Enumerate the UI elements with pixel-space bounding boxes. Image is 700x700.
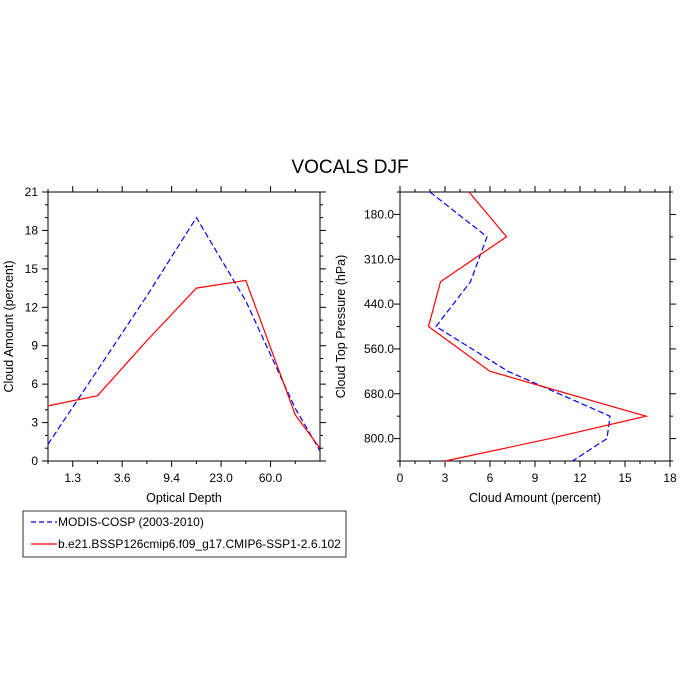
y-tick-label: 680.0 [364,387,394,401]
series-line-model [427,191,649,462]
y-tick-label: 18 [25,223,39,237]
legend-label-modis: MODIS-COSP (2003-2010) [58,515,204,529]
x-axis-label: Cloud Amount (percent) [469,491,601,505]
series-line-modis [429,191,611,462]
y-tick-label: 180.0 [364,207,394,221]
y-tick-label: 310.0 [364,252,394,266]
y-tick-label: 15 [25,262,39,276]
x-tick-label: 60.0 [259,471,283,485]
legend: MODIS-COSP (2003-2010) b.e21.BSSP126cmip… [22,510,347,558]
x-tick-label: 18 [663,471,677,485]
plot-frame [47,191,321,462]
y-tick-label: 0 [31,454,38,468]
y-tick-label: 12 [25,300,39,314]
y-tick-label: 800.0 [364,432,394,446]
x-tick-label: 15 [618,471,632,485]
x-tick-label: 6 [487,471,494,485]
y-tick-label: 9 [31,339,38,353]
y-axis-label: Cloud Top Pressure (hPa) [334,255,348,399]
legend-box [22,510,347,558]
chart-title: VOCALS DJF [291,157,408,178]
y-axis-label: Cloud Amount (percent) [2,260,16,392]
x-tick-label: 0 [397,471,404,485]
x-tick-label: 3 [442,471,449,485]
x-tick-label: 9 [532,471,539,485]
y-tick-label: 21 [25,185,39,199]
x-tick-label: 1.3 [64,471,81,485]
y-tick-label: 560.0 [364,342,394,356]
series-line-model [47,279,321,449]
left-panel-optical-depth: 0 3 6 9 12 15 18 21 1.3 3.6 9.4 23.0 60.0 Optical Dep… [2,185,326,505]
y-tick-label: 3 [31,416,38,430]
y-tick-label: 440.0 [364,297,394,311]
x-tick-label: 23.0 [209,471,233,485]
x-axis-label: Optical Depth [146,491,222,505]
series-line-modis [47,216,321,452]
legend-label-model: b.e21.BSSP126cmip6.f09_g17.CMIP6-SSP1-2.… [58,537,341,551]
x-tick-label: 3.6 [114,471,131,485]
right-panel-cloud-top-pressure: 0 3 6 9 12 15 18 180.0 310.0 440.0 560.0 680.0 800.0… [334,186,677,505]
x-tick-label: 12 [573,471,587,485]
x-tick-label: 9.4 [163,471,180,485]
y-tick-label: 6 [31,377,38,391]
